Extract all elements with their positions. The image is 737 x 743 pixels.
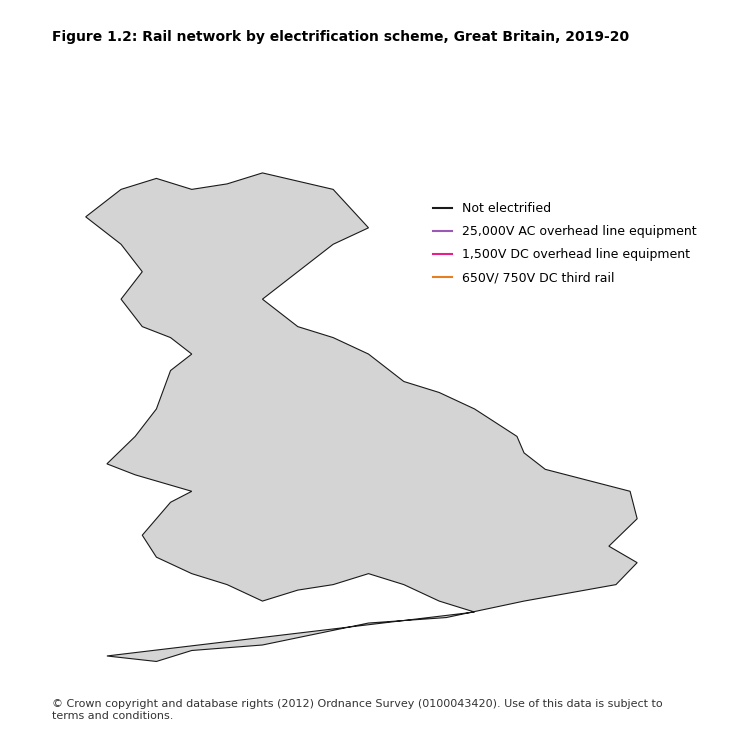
Polygon shape [85, 173, 638, 661]
Text: © Crown copyright and database rights (2012) Ordnance Survey (0100043420). Use o: © Crown copyright and database rights (2… [52, 699, 663, 721]
Legend: Not electrified, 25,000V AC overhead line equipment, 1,500V DC overhead line equ: Not electrified, 25,000V AC overhead lin… [428, 198, 702, 289]
Text: Figure 1.2: Rail network by electrification scheme, Great Britain, 2019-20: Figure 1.2: Rail network by electrificat… [52, 30, 629, 44]
